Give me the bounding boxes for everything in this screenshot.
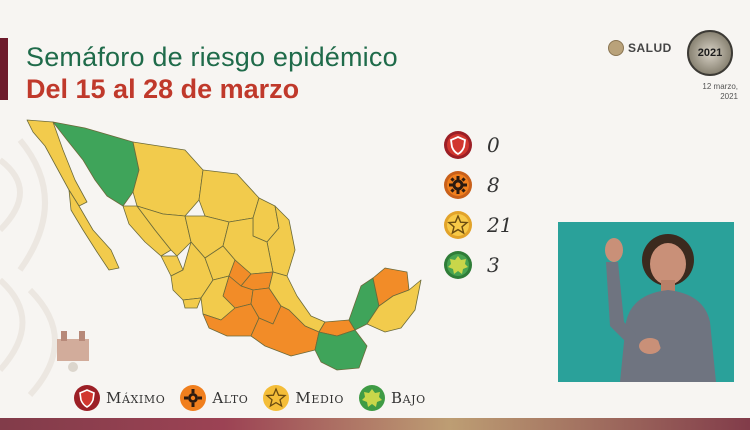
map-state-coahuila [198, 169, 260, 223]
date-stamp: 12 marzo, 2021 [686, 82, 738, 102]
date-line-2: 2021 [720, 92, 738, 101]
salud-logo: SALUD [608, 40, 672, 56]
gear-icon [444, 171, 472, 199]
count-value-maximo: 0 [487, 133, 500, 157]
risk-legend: Máximo Alto Medio Bajo [73, 384, 426, 412]
background-pattern [0, 138, 58, 398]
count-row-bajo: 3 [443, 250, 527, 280]
accent-bar [0, 38, 8, 100]
legend-item-medio: Medio [262, 384, 344, 412]
year-label: 2021 [697, 47, 723, 59]
legend-label-maximo: Máximo [106, 389, 166, 407]
star-icon [444, 211, 472, 239]
count-row-maximo: 0 [443, 130, 527, 160]
badge-icon [444, 251, 472, 279]
gear-icon [180, 385, 207, 411]
map-state-chiapas [314, 329, 368, 371]
shield-icon [74, 385, 100, 411]
salud-emblem-icon [608, 40, 624, 56]
count-value-alto: 8 [487, 173, 500, 197]
map-state-durango [136, 205, 192, 257]
map-state-colima [182, 297, 202, 309]
page-title: Semáforo de riesgo epidémico [26, 42, 398, 72]
map-state-quintana-roo [366, 279, 422, 333]
badge-icon [358, 385, 385, 411]
legend-item-alto: Alto [179, 384, 248, 412]
star-icon [263, 385, 290, 411]
legend-label-alto: Alto [212, 389, 249, 407]
salud-label: SALUD [628, 41, 672, 55]
sign-language-interpreter [558, 222, 734, 382]
map-state-baja-california-sur [68, 189, 120, 271]
year-seal-icon: 2021 [687, 30, 733, 76]
footer-strip [0, 418, 750, 430]
legend-label-medio: Medio [295, 389, 344, 407]
page-subtitle: Del 15 al 28 de marzo [26, 74, 300, 104]
legend-item-bajo: Bajo [358, 384, 426, 412]
mexico-risk-map [26, 119, 422, 371]
date-line-1: 12 marzo, [702, 82, 738, 91]
legend-label-bajo: Bajo [390, 389, 426, 407]
header-logos: SALUD 2021 12 marzo, 2021 [600, 30, 745, 110]
count-value-bajo: 3 [487, 253, 500, 277]
map-state-chihuahua [132, 141, 204, 217]
shield-icon [444, 131, 472, 159]
legend-item-maximo: Máximo [73, 384, 165, 412]
building-emblem-icon [57, 331, 89, 372]
count-row-alto: 8 [443, 170, 527, 200]
count-value-medio: 21 [487, 213, 513, 237]
count-row-medio: 21 [443, 210, 527, 240]
